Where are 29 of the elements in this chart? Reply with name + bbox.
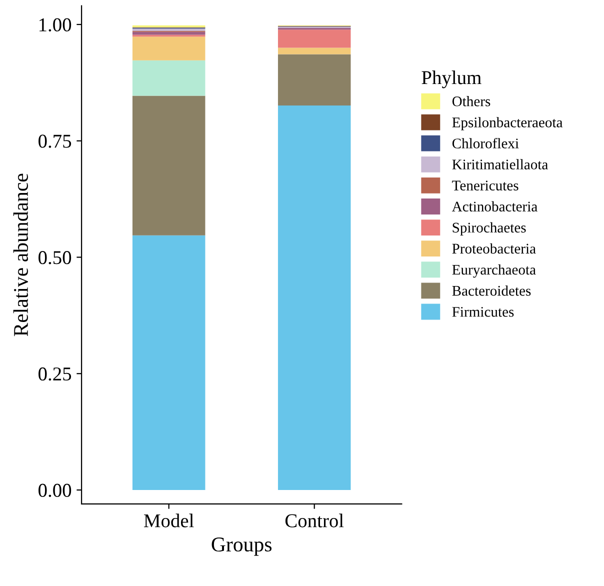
legend-label: Euryarchaeota — [452, 264, 536, 278]
y-tick-label: 0.75 — [38, 134, 72, 148]
bar — [132, 60, 206, 96]
x-tick-label: Model — [144, 514, 194, 528]
y-tick-label: 1.00 — [40, 18, 72, 32]
legend-title: Phylum — [422, 70, 482, 88]
legend-label: Kiritimatiellaota — [452, 159, 548, 170]
legend-label: Actinobacteria — [452, 201, 538, 212]
y-axis-title: Relative abundance — [13, 174, 28, 336]
legend-label: Others — [452, 96, 490, 106]
bar — [278, 105, 351, 490]
legend-label: Bacteroidetes — [452, 285, 531, 296]
bar — [132, 36, 206, 60]
bar — [278, 48, 351, 54]
legend-label: Proteobacteria — [452, 243, 536, 254]
x-tick-label: Control — [285, 514, 344, 528]
y-tick-label: 0.50 — [38, 251, 72, 264]
bar — [132, 96, 206, 236]
bar — [278, 30, 351, 48]
bar — [278, 54, 351, 106]
y-tick-label: 0.00 — [38, 484, 72, 498]
legend-label: Chloroflexi — [452, 138, 519, 148]
y-tick-label: 0.25 — [38, 367, 72, 381]
legend-label: Epsilonbacteraeota — [452, 117, 563, 130]
bar — [132, 235, 206, 490]
legend-label: Firmicutes — [452, 306, 514, 317]
legend-label: Spirochaetes — [452, 222, 526, 236]
legend-label: Tenericutes — [452, 180, 518, 190]
x-axis-title: Groups — [212, 538, 272, 556]
